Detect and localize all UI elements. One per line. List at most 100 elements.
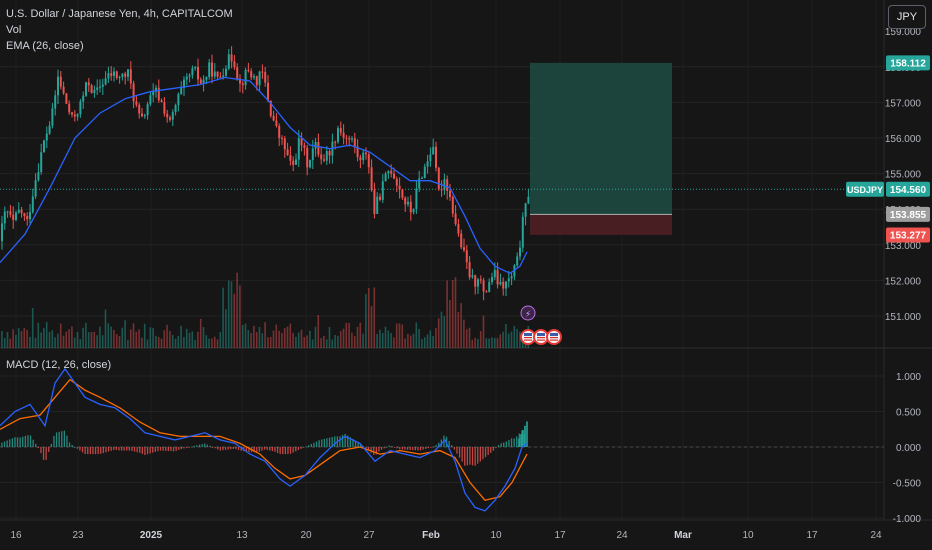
macd-histogram-bar [58, 431, 60, 447]
volume-bar [423, 337, 426, 348]
candle-body [297, 138, 300, 160]
price-tick-label: 157.000 [885, 98, 922, 109]
macd-histogram-bar [339, 436, 341, 447]
macd-histogram-bar [422, 447, 424, 450]
candle-body [48, 125, 51, 134]
macd-histogram-bar [193, 445, 195, 447]
candle-body [521, 216, 524, 248]
target-price-tag-bg [886, 55, 930, 71]
macd-histogram-bar [256, 447, 258, 452]
macd-histogram-bar [508, 439, 510, 447]
candle-body [113, 71, 115, 76]
volume-bar [90, 332, 93, 348]
macd-histogram-bar [180, 447, 182, 450]
volume-bar [6, 332, 9, 348]
candle-body [415, 188, 418, 209]
volume-bar [381, 332, 384, 348]
macd-histogram-bar [198, 444, 201, 447]
macd-histogram-bar [417, 447, 419, 451]
volume-bar [339, 331, 342, 348]
current-price-tag-label: 154.560 [890, 185, 927, 196]
macd-histogram-bar [427, 447, 429, 449]
volume-bar [440, 311, 443, 348]
volume-bar [73, 337, 76, 348]
current-price-tag-bg [886, 181, 930, 197]
macd-histogram-bar [1, 442, 3, 447]
macd-histogram-bar [510, 438, 513, 447]
macd-histogram-bar [522, 429, 524, 447]
symbol-tag-label: USDJPY [847, 185, 883, 195]
macd-histogram-bar [399, 447, 401, 450]
candle-body [132, 83, 135, 102]
candle-body [160, 100, 163, 103]
macd-histogram-bar [178, 447, 180, 450]
volume-bar [143, 323, 146, 348]
macd-histogram-bar [206, 444, 208, 447]
symbol-title: U.S. Dollar / Japanese Yen, 4h, CAPITALC… [6, 8, 233, 20]
volume-bar [390, 333, 392, 348]
volume-bar [59, 323, 62, 348]
macd-histogram-bar [386, 446, 388, 448]
volume-bar [418, 328, 420, 348]
volume-bar [202, 327, 205, 348]
macd-histogram-bar [388, 445, 390, 447]
candle-body [3, 211, 6, 224]
macd-histogram-bar [222, 447, 224, 451]
macd-histogram-bar [503, 442, 505, 447]
macd-histogram-bar [271, 447, 273, 452]
volume-bar [465, 329, 468, 348]
macd-histogram-bar [295, 447, 297, 452]
volume-bar [488, 338, 490, 348]
macd-histogram-bar [183, 447, 185, 449]
volume-bar [177, 335, 180, 348]
macd-histogram-bar [170, 447, 172, 452]
macd-histogram-bar [521, 430, 523, 447]
macd-histogram-bar [188, 447, 190, 448]
macd-histogram-bar [404, 447, 406, 450]
macd-histogram-bar [110, 447, 112, 451]
volume-bar [345, 322, 348, 348]
macd-histogram-bar [300, 447, 302, 449]
volume-bar [379, 329, 381, 348]
macd-histogram-bar [217, 447, 219, 450]
macd-histogram-bar [365, 447, 367, 449]
macd-histogram-bar [516, 436, 518, 447]
volume-bar [191, 331, 194, 348]
macd-histogram-bar [3, 441, 6, 447]
volume-bar [463, 319, 465, 348]
macd-histogram-bar [274, 447, 276, 452]
volume-bar [454, 277, 457, 348]
macd-histogram-bar [201, 444, 203, 447]
candle-body [393, 173, 395, 179]
candle-body [323, 159, 325, 161]
candle-body [471, 275, 474, 278]
candle-body [451, 196, 454, 214]
macd-histogram-bar [211, 447, 214, 448]
volume-bar [40, 332, 42, 348]
ema-line [0, 76, 528, 275]
candle-body [43, 140, 45, 153]
volume-bar [477, 338, 479, 348]
volume-bar [87, 332, 90, 348]
candle-body [384, 173, 387, 182]
macd-histogram-bar [224, 447, 227, 450]
macd-histogram-bar [396, 447, 398, 449]
macd-histogram-bar [518, 438, 520, 447]
macd-histogram-bar [97, 447, 99, 455]
volume-bar [101, 335, 104, 348]
candle-body [309, 160, 311, 168]
macd-panel: -1.000 -0.500 0.000 0.500 1.000 [0, 367, 921, 525]
macd-histogram-bar [258, 447, 260, 452]
macd-histogram-bar [458, 447, 461, 458]
volume-bar [185, 328, 188, 348]
currency-button[interactable]: JPY [888, 5, 926, 29]
macd-histogram-bar [9, 439, 11, 447]
volume-bar [113, 330, 115, 348]
candle-body [499, 281, 502, 285]
macd-histogram-bar [29, 435, 32, 447]
macd-histogram-bar [191, 446, 193, 448]
lightning-event-icon [520, 305, 536, 321]
time-axis: 16 23 2025 13 20 27 Feb 10 17 24 Mar 10 17 24 [10, 530, 882, 541]
volume-bar [62, 335, 65, 348]
